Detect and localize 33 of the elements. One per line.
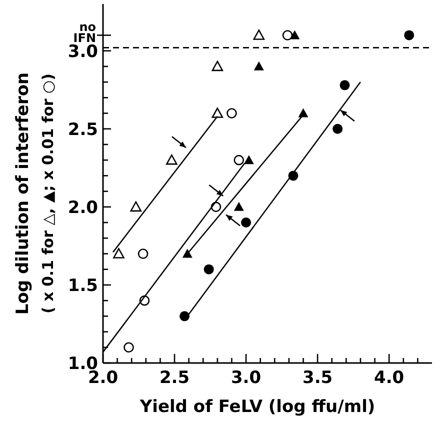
point (139, 295, 150, 306)
point (210, 202, 222, 212)
x-axis-title: Yield of FeLV (log ffu/ml) (138, 397, 376, 417)
x-tick-label: 4.0 (374, 368, 404, 388)
x-tick-label: 2.5 (159, 368, 190, 388)
point (138, 248, 148, 259)
point (241, 218, 252, 228)
point (212, 60, 224, 72)
x-tick-label: 3.0 (230, 368, 262, 388)
point (180, 311, 190, 322)
point (404, 30, 414, 40)
point (226, 108, 237, 118)
point (254, 61, 264, 70)
x-tick-label: 3.5 (302, 368, 333, 388)
point (124, 342, 134, 353)
point (298, 108, 308, 118)
point (204, 264, 214, 274)
point (340, 80, 350, 90)
y-tick-label: 2.0 (68, 198, 98, 218)
point (212, 108, 224, 118)
y-tick-label: 2.5 (68, 120, 98, 140)
y-axis-title: Log dilution of interferon ( x 0.1 for △, ▲; x 0.01 for ○) (13, 72, 57, 315)
point (113, 248, 124, 258)
point (332, 124, 343, 134)
point (282, 30, 293, 40)
point (253, 30, 265, 40)
point (130, 201, 142, 212)
point (234, 154, 244, 166)
point (234, 202, 244, 211)
y-tick-label: 1.5 (68, 276, 98, 296)
point (244, 155, 254, 164)
point (166, 154, 178, 165)
point (290, 30, 300, 40)
